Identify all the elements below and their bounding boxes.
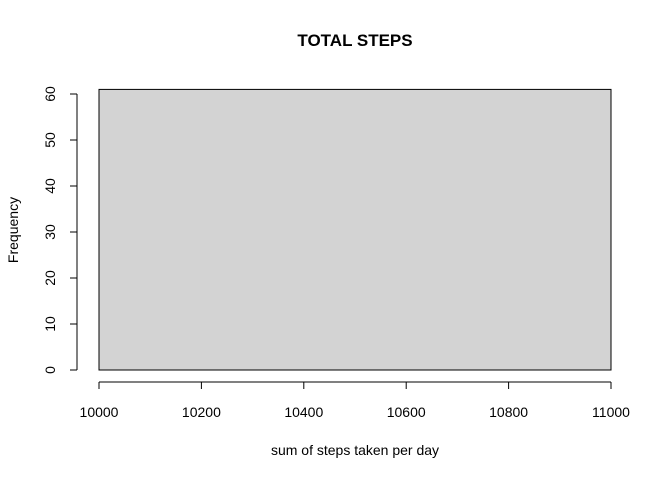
y-tick-label: 0: [42, 366, 58, 374]
x-tick-label: 10400: [284, 404, 323, 420]
y-axis: 0 10 20 30 40 50 60: [42, 86, 78, 374]
histogram-bar-0: [98, 88, 612, 371]
y-tick-label: 10: [42, 316, 58, 332]
x-axis: 10000 10200 10400 10600 10800 11000: [80, 381, 630, 420]
x-tick-label: 10200: [182, 404, 221, 420]
y-tick-label: 60: [42, 86, 58, 102]
x-tick-label: 10600: [387, 404, 426, 420]
chart-title: TOTAL STEPS: [297, 31, 412, 50]
y-tick-label: 50: [42, 132, 58, 148]
x-tick-label: 10000: [80, 404, 119, 420]
y-tick-label: 20: [42, 270, 58, 286]
x-tick-label: 11000: [592, 404, 630, 420]
x-axis-label: sum of steps taken per day: [271, 442, 439, 458]
y-axis-label: Frequency: [5, 197, 21, 263]
y-tick-label: 40: [42, 178, 58, 194]
x-tick-label: 10800: [489, 404, 528, 420]
y-tick-label: 30: [42, 224, 58, 240]
histogram-bars: [98, 88, 612, 371]
